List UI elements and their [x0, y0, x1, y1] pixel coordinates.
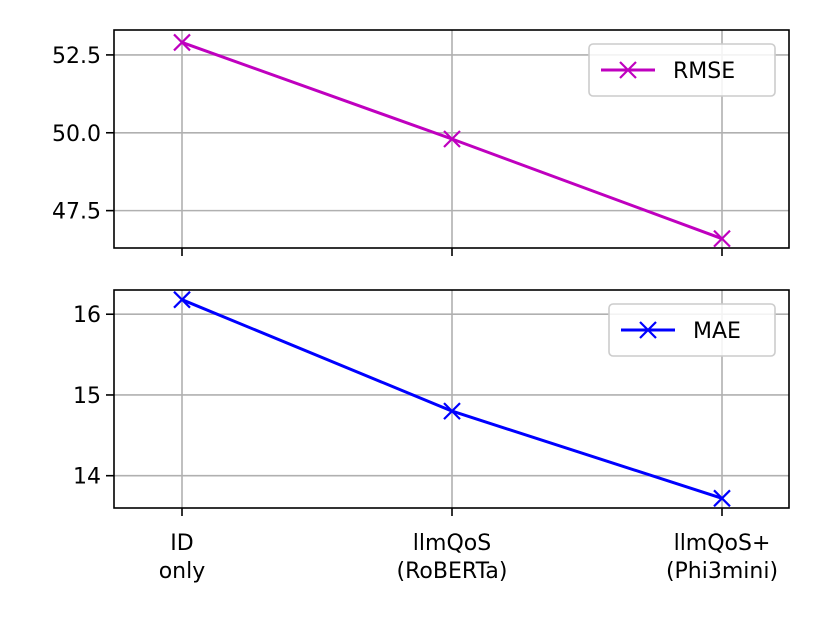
chart-panel-2: 14 15 16 ID only llmQoS (RoBERTa) llmQoS+ (Phi3m… [73, 289, 790, 584]
data-point-mae-1 [173, 290, 191, 309]
x-tick-label: ID only [159, 531, 206, 584]
data-point-rmse-2 [443, 130, 461, 148]
legend-label: MAE [693, 319, 741, 344]
legend-marker [619, 61, 637, 79]
y-tick-label: 47.5 [52, 200, 101, 225]
y-tick-label: 52.5 [52, 44, 101, 69]
x-tick-label: llmQoS+ (Phi3mini) [666, 531, 778, 584]
legend-box [588, 43, 776, 97]
data-point-rmse-3 [713, 229, 731, 248]
data-point-rmse-1 [173, 33, 191, 52]
legend: MAE [608, 303, 776, 357]
y-tick-label: 16 [73, 303, 101, 328]
legend-marker [639, 321, 657, 339]
legend-label: RMSE [673, 59, 735, 84]
axes-frame [113, 29, 790, 249]
x-tick-label: llmQoS (RoBERTa) [397, 531, 508, 584]
legend: RMSE [588, 43, 776, 97]
data-point-mae-3 [713, 489, 731, 508]
y-tick-label: 15 [73, 384, 101, 409]
data-point-mae-2 [443, 402, 461, 420]
axes-frame [113, 289, 790, 509]
y-tick-label: 50.0 [52, 122, 101, 147]
chart-panel-1: 47.5 50.0 52.5 RMSE [52, 29, 790, 256]
y-tick-label: 14 [73, 465, 101, 490]
legend-box [608, 303, 776, 357]
